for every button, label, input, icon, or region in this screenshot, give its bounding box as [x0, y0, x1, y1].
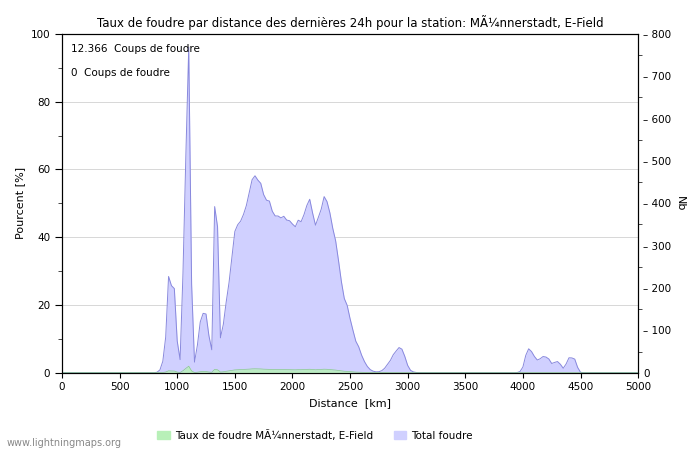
Text: 0  Coups de foudre: 0 Coups de foudre [71, 68, 169, 78]
Text: www.lightningmaps.org: www.lightningmaps.org [7, 438, 122, 448]
Y-axis label: Pourcent [%]: Pourcent [%] [15, 167, 25, 239]
Text: 12.366  Coups de foudre: 12.366 Coups de foudre [71, 44, 200, 54]
Legend: Taux de foudre MÃ¼nnerstadt, E-Field, Total foudre: Taux de foudre MÃ¼nnerstadt, E-Field, To… [153, 426, 477, 445]
Y-axis label: Nb: Nb [675, 196, 685, 211]
Title: Taux de foudre par distance des dernières 24h pour la station: MÃ¼nnerstadt, E-F: Taux de foudre par distance des dernière… [97, 15, 603, 30]
X-axis label: Distance  [km]: Distance [km] [309, 398, 391, 408]
